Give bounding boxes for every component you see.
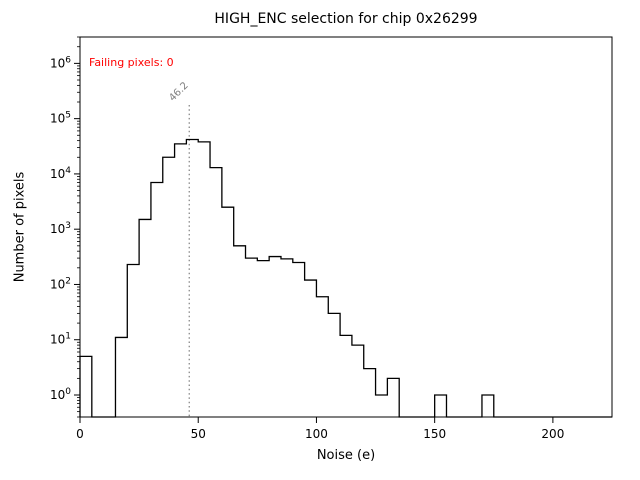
y-axis-label: Number of pixels [12, 171, 28, 283]
plot-border [79, 36, 613, 418]
x-tick-label: 50 [191, 427, 206, 441]
chart-title: HIGH_ENC selection for chip 0x26299 [214, 11, 478, 27]
x-tick-label: 100 [305, 427, 328, 441]
x-tick-label: 0 [76, 427, 84, 441]
y-tick-label: 106 [50, 55, 71, 70]
failing-pixels-annotation: Failing pixels: 0 [89, 56, 174, 69]
histogram-step-line [79, 138, 612, 418]
y-tick-label: 105 [50, 111, 71, 126]
x-axis-label: Noise (e) [316, 448, 376, 463]
y-tick-label: 102 [50, 276, 71, 291]
x-tick-label: 150 [423, 427, 446, 441]
y-tick-label: 104 [50, 166, 71, 181]
x-tick-label: 200 [541, 427, 564, 441]
y-tick-label: 101 [50, 332, 71, 347]
y-tick-label: 100 [50, 387, 71, 402]
y-tick-label: 103 [50, 221, 71, 236]
